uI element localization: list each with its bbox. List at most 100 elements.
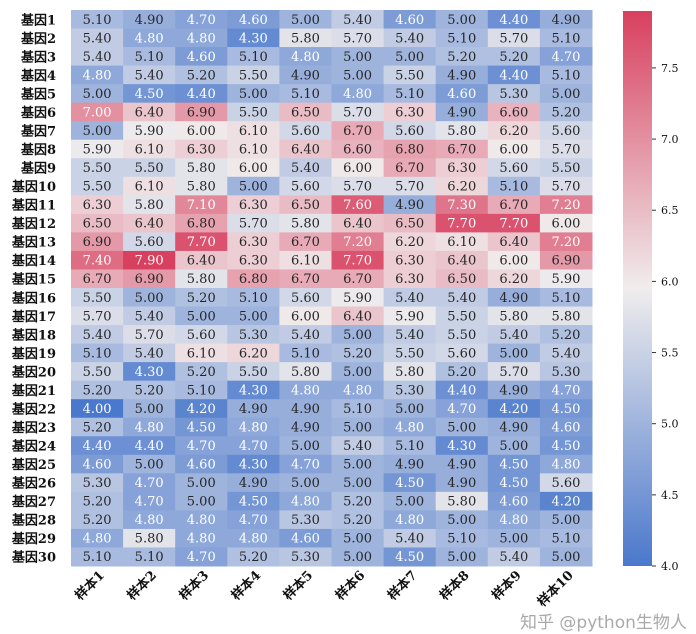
cell-label: 4.80 [239, 421, 268, 436]
cell-label: 4.20 [499, 402, 528, 417]
heatmap-cell [487, 213, 541, 233]
heatmap-cell [123, 232, 176, 252]
heatmap-cell [71, 343, 124, 363]
heatmap-cell [175, 102, 228, 122]
cell-label: 6.10 [447, 235, 476, 250]
heatmap-cell [539, 28, 593, 48]
heatmap-cell [539, 528, 593, 548]
heatmap-cell [279, 547, 332, 567]
colorbar-tick-label: 6.0 [661, 275, 679, 288]
x-tick-label: 样本6 [332, 568, 368, 604]
y-tick-label: 基因14 [11, 253, 56, 269]
cell-label: 4.30 [239, 31, 268, 46]
cell-label: 7.20 [343, 235, 372, 250]
cell-label: 5.00 [447, 421, 476, 436]
heatmap-cell [383, 547, 437, 567]
cell-label: 7.70 [499, 217, 528, 232]
cell-label: 5.20 [551, 328, 580, 343]
heatmap-cell [123, 158, 176, 178]
cell-label: 5.40 [395, 328, 424, 343]
cell-label: 6.00 [551, 217, 580, 232]
heatmap-cell [227, 399, 280, 419]
heatmap-cell [175, 28, 228, 48]
cell-label: 4.90 [291, 402, 320, 417]
cell-label: 5.80 [187, 272, 216, 287]
cell-label: 6.80 [187, 217, 216, 232]
y-tick-label: 基因24 [11, 439, 56, 455]
heatmap-cell [279, 269, 332, 289]
heatmap-cell [487, 139, 541, 159]
heatmap-cell [383, 343, 437, 363]
cell-label: 5.20 [83, 383, 112, 398]
heatmap-cell [435, 84, 489, 104]
cell-label: 5.00 [239, 309, 268, 324]
cell-label: 5.20 [499, 50, 528, 65]
x-tick-label: 样本4 [228, 568, 264, 604]
y-tick-label: 基因1 [20, 12, 56, 28]
cell-label: 5.90 [343, 291, 372, 306]
heatmap-cell [175, 121, 228, 141]
heatmap-cell [383, 102, 437, 122]
cell-label: 4.50 [395, 550, 424, 565]
cell-label: 5.00 [291, 439, 320, 454]
heatmap-cell [227, 325, 280, 345]
heatmap-cell [175, 47, 228, 67]
heatmap-cell [539, 510, 593, 530]
heatmap-cell [435, 213, 489, 233]
heatmap-cell [123, 47, 176, 67]
heatmap-cell [123, 269, 176, 289]
cell-label: 5.00 [395, 495, 424, 510]
y-tick-label: 基因21 [11, 383, 56, 399]
cell-label: 5.60 [499, 161, 528, 176]
cell-label: 5.40 [291, 328, 320, 343]
cell-label: 5.80 [291, 31, 320, 46]
heatmap-cell [487, 362, 541, 382]
heatmap-cell [487, 158, 541, 178]
heatmap-cell [539, 47, 593, 67]
heatmap-cell [331, 121, 385, 141]
heatmap-cell [383, 491, 437, 511]
heatmap-cell [71, 28, 124, 48]
heatmap-cell [175, 528, 228, 548]
cell-label: 5.10 [135, 550, 164, 565]
cell-label: 6.70 [343, 272, 372, 287]
heatmap-cell [331, 399, 385, 419]
cell-label: 5.80 [187, 161, 216, 176]
heatmap-cell [383, 47, 437, 67]
heatmap-cell [123, 306, 176, 326]
cell-label: 5.40 [343, 439, 372, 454]
colorbar-tick-label: 7.5 [661, 62, 679, 75]
heatmap-cell [279, 213, 332, 233]
colorbar-tick-label: 5.0 [661, 418, 679, 431]
heatmap-cell [435, 306, 489, 326]
heatmap-cell [539, 232, 593, 252]
heatmap-cell [279, 288, 332, 308]
cell-label: 6.40 [135, 217, 164, 232]
cell-label: 5.20 [187, 365, 216, 380]
heatmap-cell [227, 528, 280, 548]
x-tick-label: 样本9 [489, 568, 525, 604]
cell-label: 5.00 [343, 68, 372, 83]
cell-label: 6.20 [499, 272, 528, 287]
heatmap-cell [227, 417, 280, 437]
heatmap-cell [435, 399, 489, 419]
cell-label: 5.30 [291, 550, 320, 565]
cell-label: 5.60 [187, 328, 216, 343]
cell-label: 5.10 [551, 31, 580, 46]
heatmap-cell [487, 250, 541, 270]
cell-label: 6.30 [239, 235, 268, 250]
heatmap-cell [487, 176, 541, 196]
cell-label: 6.40 [447, 254, 476, 269]
cell-label: 5.60 [291, 124, 320, 139]
cell-label: 7.10 [187, 198, 216, 213]
cell-label: 4.40 [135, 439, 164, 454]
cell-label: 4.80 [187, 513, 216, 528]
heatmap-cell [383, 325, 437, 345]
heatmap-cell [383, 436, 437, 456]
cell-label: 5.10 [291, 87, 320, 102]
heatmap-cell [539, 380, 593, 400]
cell-label: 6.30 [83, 198, 112, 213]
cell-label: 5.70 [135, 328, 164, 343]
heatmap-cell [227, 510, 280, 530]
cell-label: 7.90 [135, 254, 164, 269]
